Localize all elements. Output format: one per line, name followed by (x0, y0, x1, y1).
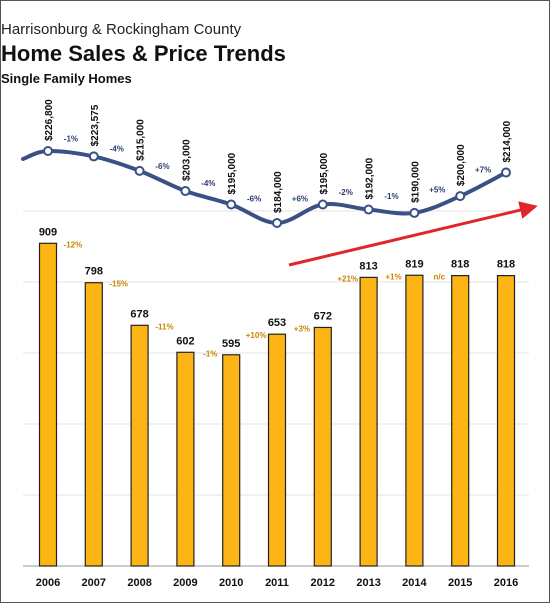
price-label: $192,000 (365, 157, 376, 199)
price-label: $203,000 (181, 139, 192, 181)
price-point-2013 (363, 204, 374, 215)
price-point-2015 (455, 191, 466, 202)
bar-2013 (359, 276, 378, 567)
price-label: $215,000 (136, 119, 147, 161)
bar-change-label: +3% (294, 324, 310, 333)
price-label: $195,000 (319, 152, 330, 194)
bar-2006 (38, 242, 58, 567)
price-point-2012 (317, 199, 328, 210)
price-change-label: +6% (292, 195, 308, 204)
bar-label: 798 (85, 266, 103, 278)
bar-2007 (84, 282, 103, 567)
x-tick-label: 2009 (173, 577, 197, 589)
price-point-2011 (272, 218, 282, 228)
price-change-label: -6% (247, 195, 261, 204)
bar-change-label: -12% (64, 240, 83, 249)
price-label: $226,800 (44, 99, 55, 141)
price-change-label: -2% (339, 188, 353, 197)
x-tick-label: 2013 (356, 577, 380, 589)
bar-2015 (451, 275, 470, 567)
bar-label: 678 (130, 308, 148, 320)
price-label: $190,000 (410, 161, 421, 203)
price-point-2009 (180, 186, 191, 197)
price-point-2006 (43, 146, 53, 156)
bar-label: 602 (176, 335, 194, 347)
bar-label: 819 (405, 258, 423, 270)
price-change-label: -1% (64, 135, 78, 144)
bar-change-label: +21% (337, 274, 358, 283)
chart-title: Harrisonburg & Rockingham County (1, 21, 242, 38)
price-point-2007 (88, 151, 99, 162)
x-tick-label: 2014 (402, 577, 427, 589)
x-tick-label: 2010 (219, 577, 243, 589)
chart-subtitle-2: Single Family Homes (1, 71, 132, 86)
bar-2011 (267, 333, 287, 567)
price-point-2016 (501, 167, 511, 178)
bar-label: 672 (314, 310, 332, 322)
bar-change-label: -1% (203, 349, 217, 358)
x-tick-label: 2011 (265, 577, 289, 589)
bar-label: 595 (222, 338, 240, 350)
price-point-2010 (226, 199, 237, 210)
chart-subtitle: Home Sales & Price Trends (1, 41, 286, 66)
bar-2014 (405, 274, 424, 567)
price-point-2014 (409, 207, 420, 218)
x-tick-label: 2008 (127, 577, 151, 589)
price-change-label: -4% (110, 145, 124, 154)
price-change-label: +5% (429, 185, 445, 194)
bar-2012 (313, 326, 332, 567)
bar-label: 818 (451, 259, 469, 271)
price-change-label: -1% (384, 192, 398, 201)
x-tick-label: 2012 (311, 577, 335, 589)
price-label: $184,000 (273, 171, 284, 213)
bar-label: 653 (268, 317, 286, 329)
bar-2016 (496, 275, 516, 567)
bar-label: 813 (359, 260, 377, 272)
price-change-label: -6% (155, 162, 169, 171)
bar-change-label: n/c (434, 272, 446, 281)
bar-2009 (176, 351, 195, 567)
bar-label: 909 (39, 226, 57, 238)
price-point-2008 (134, 165, 145, 176)
price-change-label: +7% (475, 165, 491, 174)
x-tick-label: 2015 (448, 577, 472, 589)
trend-arrow (288, 201, 538, 267)
bar-label: 818 (497, 259, 515, 271)
bar-change-label: -15% (109, 280, 128, 289)
bar-2008 (130, 324, 149, 567)
price-label: $200,000 (456, 144, 467, 186)
price-label: $195,000 (227, 152, 238, 194)
x-tick-label: 2006 (36, 577, 60, 589)
price-change-label: -4% (201, 179, 215, 188)
price-label: $214,000 (502, 120, 513, 162)
x-tick-label: 2007 (82, 577, 106, 589)
price-label: $223,575 (90, 104, 101, 146)
x-tick-label: 2016 (494, 577, 518, 589)
bar-change-label: -11% (155, 322, 173, 331)
bar-change-label: +10% (246, 331, 267, 340)
bar-2010 (222, 354, 241, 567)
bar-change-label: +1% (385, 272, 401, 281)
